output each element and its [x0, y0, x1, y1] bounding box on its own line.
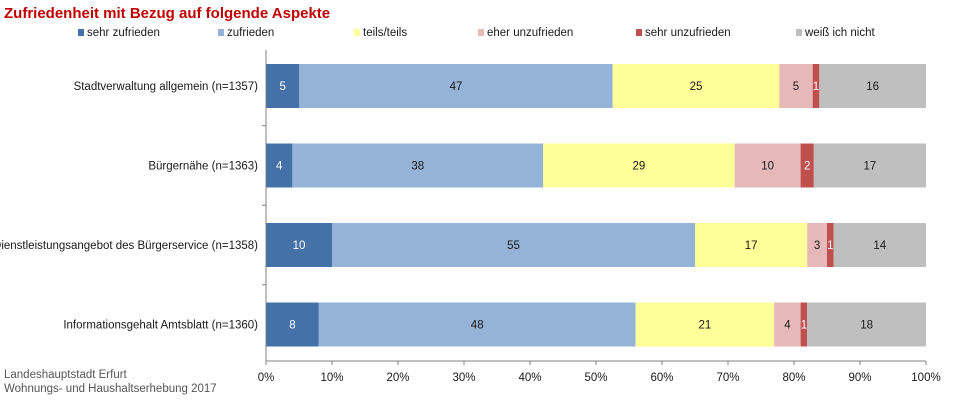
legend-item-weiss-ich-nicht: weiß ich nicht [796, 27, 875, 39]
value-label-eher-unzufrieden: 5 [793, 81, 799, 93]
value-label-sehr-zufrieden: 10 [293, 240, 306, 252]
value-label-sehr-unzufrieden: 1 [813, 81, 819, 93]
legend-label: weiß ich nicht [804, 27, 875, 39]
x-tick-label: 20% [386, 372, 409, 384]
bar-segment-sehr-unzufrieden [827, 223, 834, 267]
value-label-zufrieden: 48 [471, 320, 484, 332]
bar-segment-sehr-zufrieden [266, 223, 332, 267]
bar-segment-eher-unzufrieden [774, 302, 801, 347]
legend-label: sehr zufrieden [87, 27, 160, 39]
x-tick-label: 70% [716, 372, 739, 384]
chart-title: Zufriedenheit mit Bezug auf folgende Asp… [4, 5, 330, 22]
value-label-sehr-zufrieden: 8 [289, 320, 295, 332]
value-label-teils-teils: 29 [633, 161, 646, 173]
legend-item-sehr-zufrieden: sehr zufrieden [78, 27, 160, 39]
x-axis: 0% 10% 20% 30% 40% 50% 60% 70% 80% 90% 100% [258, 50, 941, 384]
bar-segment-zufrieden [299, 64, 613, 108]
bar-row-2: 4 38 29 10 2 17 [266, 143, 926, 188]
value-label-zufrieden: 47 [450, 81, 463, 93]
x-tick-label: 40% [518, 372, 541, 384]
value-label-eher-unzufrieden: 3 [814, 240, 820, 252]
legend-swatch [78, 29, 84, 36]
bar-segment-zufrieden [318, 302, 636, 347]
legend-label: sehr unzufrieden [645, 27, 731, 39]
bar-segment-eher-unzufrieden [779, 64, 813, 108]
value-label-zufrieden: 38 [411, 161, 424, 173]
source-line-1: Landeshauptstadt Erfurt [4, 369, 128, 381]
legend-label: eher unzufrieden [487, 27, 573, 39]
category-label: Informationsgehalt Amtsblatt (n=1360) [63, 320, 258, 332]
legend-label: teils/teils [363, 27, 407, 39]
legend-item-eher-unzufrieden: eher unzufrieden [478, 27, 573, 39]
bar-segment-sehr-zufrieden [266, 302, 319, 347]
legend-item-teils-teils: teils/teils [354, 27, 407, 39]
bar-segment-weiss-ich-nicht [819, 64, 926, 108]
value-label-sehr-unzufrieden: 1 [827, 240, 833, 252]
category-labels: Stadtverwaltung allgemein (n=1357) Bürger… [0, 81, 258, 332]
legend-swatch [354, 29, 360, 36]
legend: sehr zufrieden zufrieden teils/teils eher u… [78, 27, 875, 39]
source-line-2: Wohnungs- und Haushaltserhebung 2017 [4, 383, 217, 395]
legend-item-zufrieden: zufrieden [218, 27, 274, 39]
value-label-eher-unzufrieden: 4 [784, 320, 791, 332]
x-tick-label: 60% [650, 372, 673, 384]
x-tick-label: 90% [848, 372, 871, 384]
bar-segment-sehr-unzufrieden [800, 143, 814, 188]
value-label-eher-unzufrieden: 10 [761, 161, 774, 173]
bar-row-3: 10 55 17 3 1 14 [266, 223, 926, 267]
legend-item-sehr-unzufrieden: sehr unzufrieden [636, 27, 731, 39]
value-label-teils-teils: 25 [690, 81, 703, 93]
legend-swatch [218, 29, 224, 36]
bar-segment-sehr-unzufrieden [812, 64, 820, 108]
x-tick-label: 30% [452, 372, 475, 384]
value-label-weiss-ich-nicht: 16 [866, 81, 879, 93]
bar-segment-teils-teils [543, 143, 735, 188]
bar-segment-zufrieden [292, 143, 544, 188]
category-label: Stadtverwaltung allgemein (n=1357) [74, 81, 259, 93]
x-tick-label: 100% [911, 372, 940, 384]
bar-segment-weiss-ich-nicht [813, 143, 926, 188]
value-label-sehr-zufrieden: 5 [279, 81, 285, 93]
value-label-weiss-ich-nicht: 17 [864, 161, 877, 173]
legend-swatch [796, 29, 802, 36]
value-label-weiss-ich-nicht: 14 [873, 240, 886, 252]
bar-segment-zufrieden [332, 223, 695, 267]
bar-segment-weiss-ich-nicht [807, 302, 926, 347]
bar-segment-sehr-unzufrieden [800, 302, 808, 347]
x-tick-label: 50% [584, 372, 607, 384]
bar-segment-teils-teils [612, 64, 780, 108]
bar-row-1: 5 47 25 5 1 16 [266, 64, 926, 108]
x-tick-label: 80% [782, 372, 805, 384]
x-tick-label: 0% [258, 372, 275, 384]
legend-label: zufrieden [227, 27, 274, 39]
bar-segment-teils-teils [695, 223, 808, 267]
category-label: Bürgernähe (n=1363) [148, 161, 258, 173]
bar-segment-sehr-zufrieden [266, 143, 293, 188]
x-tick-label: 10% [320, 372, 343, 384]
value-label-teils-teils: 21 [699, 320, 712, 332]
value-label-teils-teils: 17 [745, 240, 758, 252]
value-label-sehr-zufrieden: 4 [276, 161, 283, 173]
value-label-sehr-unzufrieden: 1 [801, 320, 807, 332]
bar-segment-eher-unzufrieden [734, 143, 801, 188]
bar-segment-teils-teils [635, 302, 775, 347]
category-label: Dienstleistungsangebot des Bürgerservice… [0, 240, 258, 252]
bar-segment-eher-unzufrieden [807, 223, 827, 267]
legend-swatch [478, 29, 484, 36]
value-label-weiss-ich-nicht: 18 [860, 320, 873, 332]
bar-row-4: 8 48 21 4 1 18 [266, 302, 926, 347]
legend-swatch [636, 29, 642, 36]
bar-segment-weiss-ich-nicht [833, 223, 926, 267]
value-label-sehr-unzufrieden: 2 [804, 161, 810, 173]
bar-segment-sehr-zufrieden [266, 64, 300, 108]
value-label-zufrieden: 55 [507, 240, 520, 252]
